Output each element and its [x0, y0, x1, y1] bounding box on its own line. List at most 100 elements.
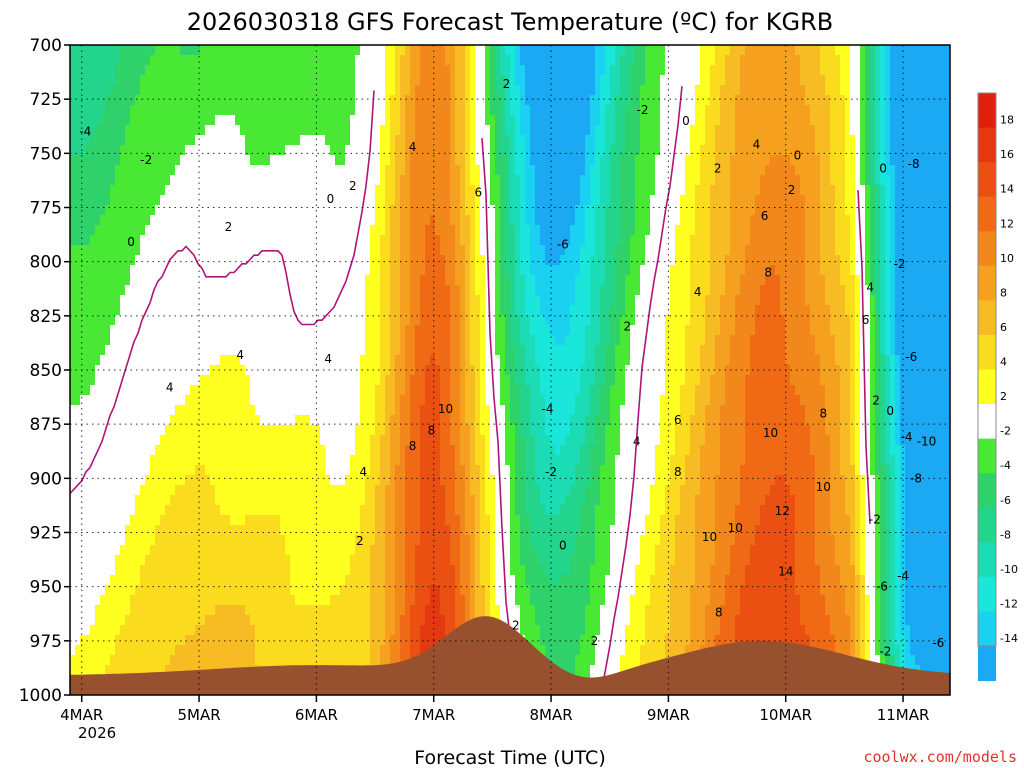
temperature-cell	[205, 245, 211, 256]
temperature-cell	[330, 465, 336, 476]
temperature-cell	[320, 175, 326, 186]
temperature-cell	[305, 95, 311, 106]
temperature-cell	[325, 535, 331, 546]
temperature-cell	[165, 165, 171, 176]
temperature-cell	[70, 355, 76, 366]
temperature-cell	[330, 205, 336, 216]
temperature-cell	[185, 75, 191, 86]
temperature-cell	[70, 515, 76, 526]
temperature-cell	[340, 645, 346, 656]
temperature-cell	[140, 165, 146, 176]
temperature-cell	[160, 415, 166, 426]
temperature-cell	[110, 175, 116, 186]
temperature-cell	[380, 575, 386, 586]
temperature-cell	[425, 245, 431, 256]
temperature-cell	[170, 125, 176, 136]
temperature-cell	[275, 515, 281, 526]
temperature-cell	[360, 185, 366, 196]
temperature-cell	[375, 235, 381, 246]
temperature-cell	[115, 295, 121, 306]
temperature-cell	[320, 165, 326, 176]
temperature-cell	[400, 55, 406, 66]
temperature-cell	[255, 275, 261, 286]
temperature-cell	[140, 645, 146, 656]
temperature-cell	[380, 525, 386, 536]
temperature-cell	[240, 655, 246, 666]
temperature-cell	[430, 95, 436, 106]
temperature-cell	[220, 355, 226, 366]
temperature-cell	[275, 275, 281, 286]
temperature-cell	[225, 605, 231, 616]
temperature-cell	[450, 455, 456, 466]
temperature-cell	[405, 435, 411, 446]
temperature-cell	[180, 335, 186, 346]
temperature-cell	[245, 295, 251, 306]
temperature-cell	[70, 495, 76, 506]
temperature-cell	[390, 75, 396, 86]
temperature-cell	[85, 555, 91, 566]
temperature-cell	[160, 665, 166, 676]
temperature-cell	[170, 665, 176, 676]
temperature-cell	[395, 205, 401, 216]
temperature-cell	[450, 295, 456, 306]
temperature-cell	[235, 655, 241, 666]
temperature-cell	[105, 605, 111, 616]
temperature-cell	[105, 305, 111, 316]
temperature-cell	[305, 355, 311, 366]
temperature-cell	[335, 565, 341, 576]
temperature-cell	[210, 455, 216, 466]
temperature-cell	[440, 105, 446, 116]
temperature-cell	[270, 185, 276, 196]
temperature-cell	[375, 645, 381, 656]
temperature-cell	[245, 235, 251, 246]
temperature-cell	[275, 265, 281, 276]
temperature-cell	[440, 565, 446, 576]
temperature-cell	[285, 75, 291, 86]
temperature-cell	[310, 85, 316, 96]
temperature-cell	[380, 225, 386, 236]
temperature-cell	[85, 495, 91, 506]
temperature-cell	[445, 175, 451, 186]
temperature-cell	[185, 505, 191, 516]
temperature-cell	[110, 595, 116, 606]
temperature-cell	[170, 205, 176, 216]
temperature-cell	[205, 645, 211, 656]
temperature-cell	[80, 655, 86, 666]
temperature-cell	[265, 475, 271, 486]
temperature-cell	[105, 585, 111, 596]
temperature-cell	[400, 95, 406, 106]
temperature-cell	[285, 395, 291, 406]
temperature-cell	[210, 65, 216, 76]
temperature-cell	[290, 255, 296, 266]
temperature-cell	[400, 415, 406, 426]
temperature-cell	[380, 295, 386, 306]
temperature-cell	[350, 135, 356, 146]
temperature-cell	[280, 65, 286, 76]
temperature-cell	[120, 165, 126, 176]
temperature-cell	[240, 165, 246, 176]
temperature-cell	[90, 605, 96, 616]
temperature-cell	[85, 435, 91, 446]
temperature-cell	[345, 185, 351, 196]
temperature-cell	[345, 315, 351, 326]
temperature-cell	[375, 95, 381, 106]
temperature-cell	[295, 395, 301, 406]
temperature-cell	[345, 285, 351, 296]
temperature-cell	[315, 285, 321, 296]
temperature-cell	[105, 635, 111, 646]
temperature-cell	[355, 495, 361, 506]
temperature-cell	[75, 405, 81, 416]
temperature-cell	[245, 145, 251, 156]
temperature-cell	[450, 65, 456, 76]
temperature-cell	[85, 635, 91, 646]
temperature-cell	[80, 565, 86, 576]
temperature-cell	[435, 295, 441, 306]
temperature-cell	[445, 445, 451, 456]
temperature-cell	[390, 445, 396, 456]
temperature-cell	[175, 295, 181, 306]
temperature-cell	[70, 365, 76, 376]
temperature-cell	[155, 235, 161, 246]
temperature-cell	[280, 645, 286, 656]
temperature-cell	[265, 265, 271, 276]
temperature-cell	[345, 105, 351, 116]
